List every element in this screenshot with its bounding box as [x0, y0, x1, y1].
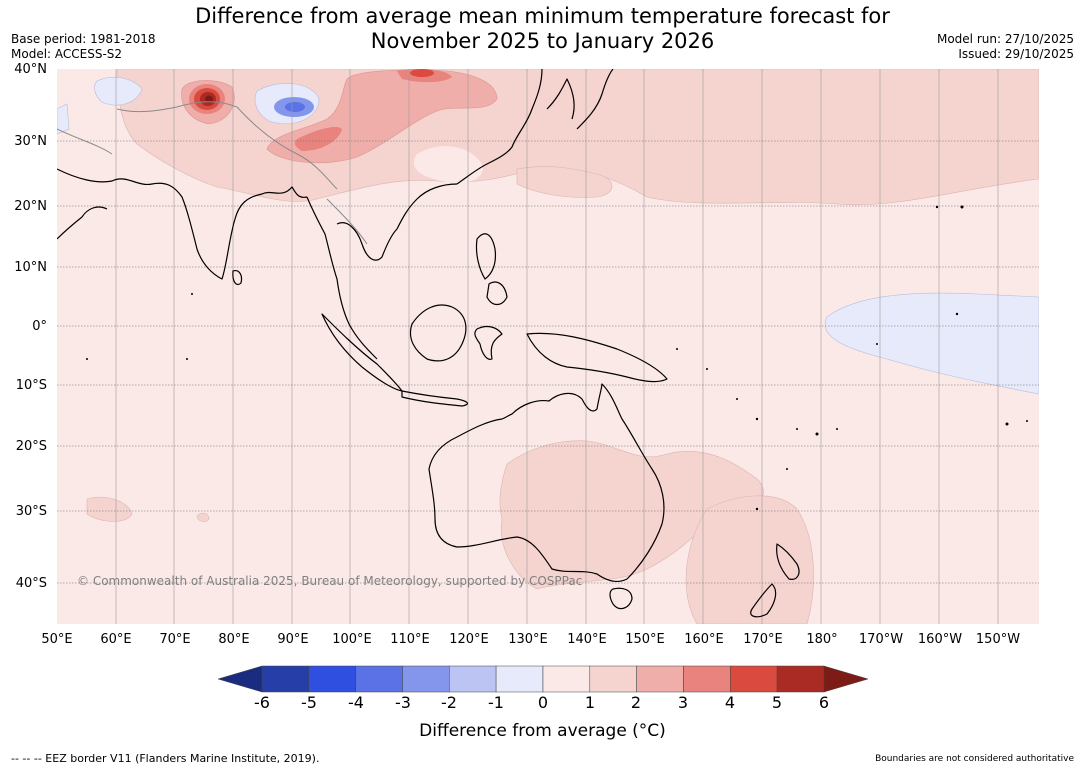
- model-run: Model run: 27/10/2025: [936, 32, 1074, 46]
- coastlines: [57, 69, 800, 618]
- lat-label: 0°: [32, 319, 47, 334]
- colorbar-segment: [730, 665, 778, 693]
- colorbar-tick: 4: [724, 693, 736, 712]
- lon-label: 80°E: [218, 632, 250, 647]
- copyright-notice: © Commonwealth of Australia 2025, Bureau…: [77, 574, 583, 588]
- lon-label: 170°W: [858, 632, 904, 647]
- lon-label: 160°W: [917, 632, 963, 647]
- map-canvas: [57, 69, 1039, 624]
- anomaly-band-neg1-0: [57, 76, 1039, 395]
- colorbar-segment: [449, 665, 497, 693]
- colorbar-segment: [355, 665, 403, 693]
- colorbar-tick: -6: [254, 693, 270, 712]
- map-panel: [57, 69, 1039, 624]
- longitude-gridlines: [115, 69, 999, 624]
- colorbar-tick: 5: [771, 693, 783, 712]
- lon-label: 50°E: [41, 632, 73, 647]
- eez-note: -- -- -- EEZ border V11 (Flanders Marine…: [11, 752, 320, 765]
- lon-label: 100°E: [332, 632, 372, 647]
- colorbar-tick: 3: [677, 693, 689, 712]
- boundary-note: Boundaries are not considered authoritat…: [875, 754, 1074, 764]
- lat-label: 30°N: [14, 134, 47, 149]
- lat-label: 40°N: [14, 62, 47, 77]
- lat-label: 40°S: [15, 576, 47, 591]
- colorbar-tick: 2: [630, 693, 642, 712]
- lon-label: 150°W: [975, 632, 1021, 647]
- colorbar-segment: [589, 665, 637, 693]
- meta-right: Model run: 27/10/2025 Issued: 29/10/2025: [937, 32, 1074, 62]
- colorbar-tick: -5: [301, 693, 317, 712]
- lon-label: 110°E: [390, 632, 430, 647]
- lon-label: 170°E: [743, 632, 783, 647]
- colorbar-over-arrow: [823, 665, 869, 693]
- colorbar-segment: [542, 665, 591, 693]
- lon-label: 70°E: [159, 632, 191, 647]
- colorbar-under-arrow: [217, 665, 263, 693]
- lon-label: 60°E: [100, 632, 132, 647]
- colorbar: [217, 665, 869, 693]
- pacific-islands: [86, 205, 1028, 511]
- colorbar-tick: 0: [537, 693, 549, 712]
- lon-label: 150°E: [625, 632, 665, 647]
- lat-label: 20°N: [14, 199, 47, 214]
- colorbar-label: Difference from average (°C): [419, 721, 666, 741]
- lon-label: 120°E: [449, 632, 489, 647]
- lat-label: 20°S: [15, 439, 47, 454]
- colorbar-segment: [308, 665, 356, 693]
- colorbar-segments: [217, 665, 869, 693]
- colorbar-segment: [261, 665, 310, 693]
- anomaly-band-neg4-neg3: [285, 102, 305, 112]
- meta-left: Base period: 1981-2018 Model: ACCESS-S2: [11, 32, 156, 62]
- lat-label: 10°S: [15, 378, 47, 393]
- colorbar-segment: [636, 665, 684, 693]
- lon-label: 90°E: [277, 632, 309, 647]
- anomaly-band-0-1-inland: [413, 146, 483, 184]
- anomaly-band-over-6: [205, 95, 213, 103]
- colorbar-tick: -3: [395, 693, 411, 712]
- colorbar-tick: 1: [584, 693, 596, 712]
- colorbar-segment: [683, 665, 731, 693]
- title-line-1: Difference from average mean minimum tem…: [195, 4, 890, 28]
- colorbar-segment: [402, 665, 450, 693]
- model-name: Model: ACCESS-S2: [11, 47, 123, 61]
- base-period: Base period: 1981-2018: [11, 32, 156, 46]
- country-borders: [57, 101, 368, 245]
- issued-date: Issued: 29/10/2025: [958, 47, 1074, 61]
- colorbar-tick: -2: [441, 693, 457, 712]
- lat-label: 10°N: [14, 260, 47, 275]
- lon-label: 140°E: [567, 632, 607, 647]
- colorbar-segment: [495, 665, 544, 693]
- colorbar-tick: -1: [488, 693, 504, 712]
- colorbar-tick: -4: [348, 693, 364, 712]
- lon-label: 180°: [806, 632, 838, 647]
- colorbar-tick: 6: [818, 693, 830, 712]
- title-line-2: November 2025 to January 2026: [370, 29, 715, 53]
- lat-label: 30°S: [15, 504, 47, 519]
- map-title: Difference from average mean minimum tem…: [0, 4, 1085, 54]
- colorbar-segment: [776, 665, 825, 693]
- lon-label: 130°E: [508, 632, 548, 647]
- lon-label: 160°E: [684, 632, 724, 647]
